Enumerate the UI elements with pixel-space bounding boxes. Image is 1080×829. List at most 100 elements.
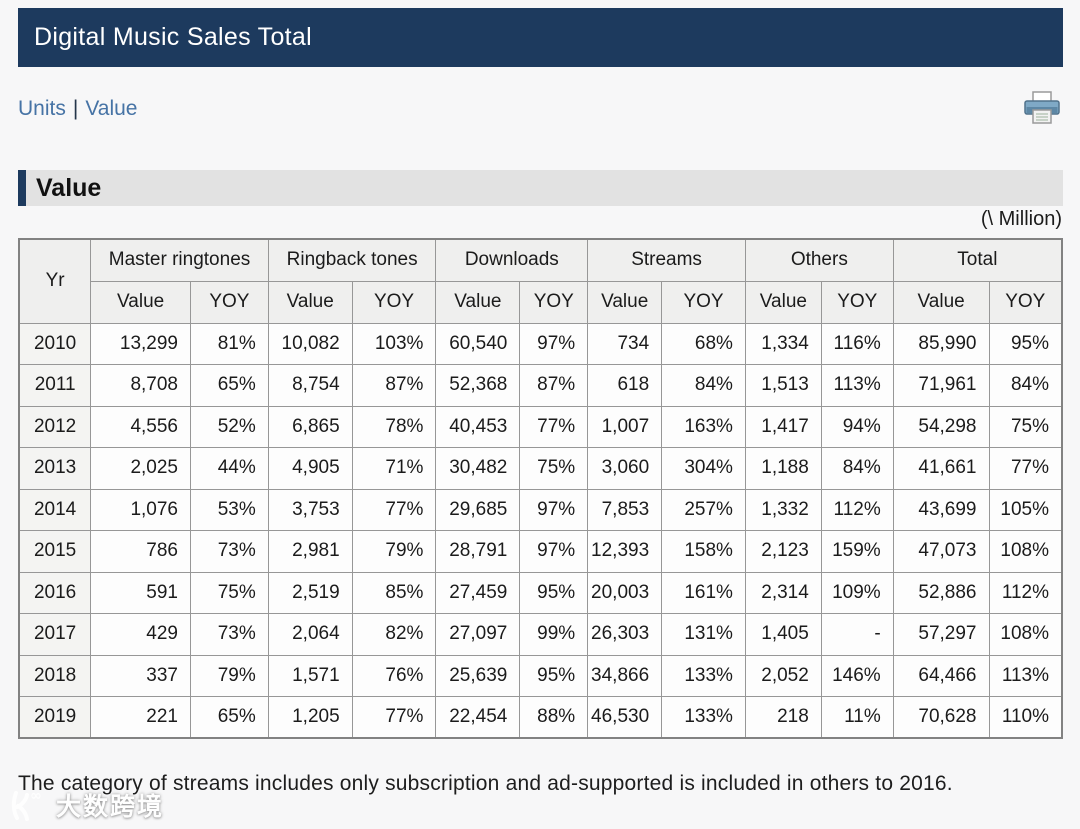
value-cell: 79% [190,654,269,697]
value-cell: 786 [90,530,191,573]
value-cell: 133% [661,696,746,739]
value-cell: 99% [519,613,589,656]
value-cell: 84% [661,364,746,407]
links-separator: | [72,97,79,120]
year-cell: 2018 [18,654,92,697]
table-row: 2011 8,708 65% 8,754 87% 52,368 87% 618 84% 1,513… [18,364,1063,407]
section-heading: Value [18,170,1063,206]
value-cell: 44% [190,447,269,490]
year-cell: 2013 [18,447,92,490]
table-header-subcolumns: Value YOY Value YOY Value YOY Value YOY Value YOY… [19,280,1063,324]
value-cell: 116% [820,322,894,365]
value-cell: 1,334 [744,322,822,365]
value-cell: 105% [988,488,1063,531]
value-cell: 47,073 [892,530,990,573]
value-cell: 8,708 [90,364,191,407]
value-cell: 77% [351,696,437,739]
value-cell: 337 [90,654,191,697]
value-cell: 159% [820,530,894,573]
column-subheader-value: Value [267,280,353,324]
value-cell: 591 [90,571,191,614]
table-header-groups: Yr Master ringtones Ringback tones Downl… [18,238,1063,324]
units-link[interactable]: Units [18,97,66,120]
column-subheader-yoy: YOY [351,280,437,324]
value-cell: 40,453 [435,405,521,448]
value-cell: 1,332 [744,488,822,531]
value-cell: 2,981 [267,530,353,573]
value-cell: 25,639 [435,654,521,697]
value-cell: 95% [988,322,1063,365]
value-cell: 103% [351,322,437,365]
value-cell: 108% [988,613,1063,656]
value-cell: 1,571 [267,654,353,697]
value-cell: 2,314 [744,571,822,614]
value-cell: 65% [190,364,269,407]
value-cell: 29,685 [435,488,521,531]
value-cell: 2,519 [267,571,353,614]
column-subheader-yoy: YOY [661,280,746,324]
value-cell: 2,123 [744,530,822,573]
value-cell: 618 [587,364,663,407]
year-cell: 2011 [18,364,92,407]
value-cell: 77% [519,405,589,448]
value-cell: 97% [519,530,589,573]
value-cell: 110% [988,696,1063,739]
value-link[interactable]: Value [85,97,138,120]
year-cell: 2016 [18,571,92,614]
value-cell: 1,076 [90,488,191,531]
print-button[interactable] [1022,90,1062,128]
value-cell: 133% [661,654,746,697]
printer-icon [1024,91,1060,124]
value-cell: 131% [661,613,746,656]
year-cell: 2017 [18,613,92,656]
value-cell: 84% [820,447,894,490]
value-cell: 52% [190,405,269,448]
value-cell: 97% [519,322,589,365]
value-cell: 46,530 [587,696,663,739]
value-cell: 4,905 [267,447,353,490]
value-cell: 53% [190,488,269,531]
value-cell: 257% [661,488,746,531]
footnote: The category of streams includes only su… [18,772,953,795]
table-wrap: Yr Master ringtones Ringback tones Downl… [18,238,1063,739]
column-subheader-yoy: YOY [519,280,589,324]
value-cell: 161% [661,571,746,614]
sales-table: Yr Master ringtones Ringback tones Downl… [18,238,1063,739]
column-subheader-value: Value [90,280,191,324]
column-group-streams: Streams [587,238,746,282]
page-title: Digital Music Sales Total [34,23,312,51]
table-row: 2017 429 73% 2,064 82% 27,097 99% 26,303 131% 1,4… [18,613,1063,656]
value-cell: 75% [190,571,269,614]
value-cell: 77% [988,447,1063,490]
value-cell: 22,454 [435,696,521,739]
value-cell: 158% [661,530,746,573]
column-group-others: Others [744,238,894,282]
column-subheader-yoy: YOY [820,280,894,324]
value-cell: 97% [519,488,589,531]
value-cell: 734 [587,322,663,365]
value-cell: 52,368 [435,364,521,407]
value-cell: 27,459 [435,571,521,614]
value-cell: 1,007 [587,405,663,448]
value-cell: 68% [661,322,746,365]
value-cell: 84% [988,364,1063,407]
column-subheader-value: Value [587,280,663,324]
value-cell: 10,082 [267,322,353,365]
year-cell: 2010 [18,322,92,365]
value-cell: 20,003 [587,571,663,614]
column-group-ringback-tones: Ringback tones [267,238,437,282]
value-cell: 95% [519,654,589,697]
year-cell: 2012 [18,405,92,448]
value-cell: 52,886 [892,571,990,614]
value-cell: 163% [661,405,746,448]
unit-note: (\ Million) [980,208,1062,230]
value-cell: 13,299 [90,322,191,365]
value-cell: 64,466 [892,654,990,697]
value-cell: 75% [988,405,1063,448]
view-links: Units | Value [18,97,137,121]
value-cell: 54,298 [892,405,990,448]
table-row: 2013 2,025 44% 4,905 71% 30,482 75% 3,060 304% 1,… [18,447,1063,490]
table-row: 2019 221 65% 1,205 77% 22,454 88% 46,530 133% 218… [18,696,1063,739]
value-cell: 112% [988,571,1063,614]
value-cell: 71,961 [892,364,990,407]
